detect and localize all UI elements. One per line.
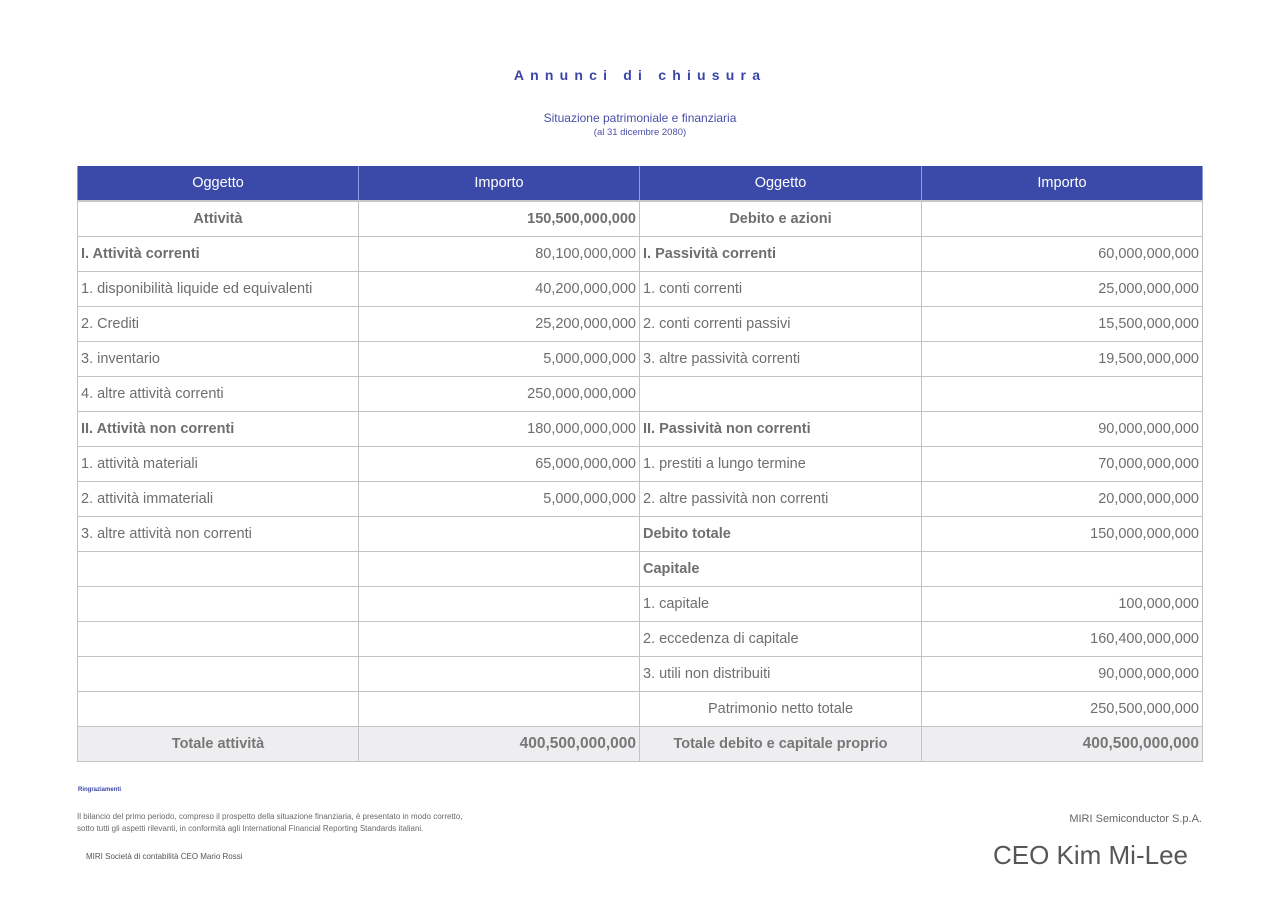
- totals-row: Totale attività 400,500,000,000 Totale d…: [77, 725, 1203, 762]
- table-row: Patrimonio netto totale 250,500,000,000: [77, 690, 1203, 727]
- row-label: 2. conti correnti passivi: [639, 305, 922, 342]
- total-liabilities-equity-label: Totale debito e capitale proprio: [639, 725, 922, 762]
- row-label: 4. altre attività correnti: [77, 375, 359, 412]
- row-label: 3. altre attività non correnti: [77, 515, 359, 552]
- row-amount: [358, 690, 640, 727]
- row-amount: [921, 375, 1203, 412]
- row-label: 2. attività immateriali: [77, 480, 359, 517]
- row-amount: 5,000,000,000: [358, 480, 640, 517]
- row-amount: [358, 515, 640, 552]
- assets-amount: 150,500,000,000: [358, 200, 640, 237]
- acknowledgements-line-2: sotto tutti gli aspetti rilevanti, in co…: [77, 823, 424, 833]
- table-row: 2. attività immateriali 5,000,000,000 2.…: [77, 480, 1203, 517]
- row-label: [77, 585, 359, 622]
- row-amount: [358, 585, 640, 622]
- column-header-item-left: Oggetto: [77, 166, 359, 202]
- row-label: 3. altre passività correnti: [639, 340, 922, 377]
- row-amount: 65,000,000,000: [358, 445, 640, 482]
- row-amount: 90,000,000,000: [921, 410, 1203, 447]
- document-title: Annunci di chiusura: [513, 67, 767, 83]
- row-label: [77, 620, 359, 657]
- row-amount: 250,000,000,000: [358, 375, 640, 412]
- row-label: 2. Crediti: [77, 305, 359, 342]
- row-label: 3. utili non distribuiti: [639, 655, 922, 692]
- row-label: 1. capitale: [639, 585, 922, 622]
- table-row: 3. inventario 5,000,000,000 3. altre pas…: [77, 340, 1203, 377]
- document-date: (al 31 dicembre 2080): [593, 127, 687, 138]
- table-row: 1. disponibilità liquide ed equivalenti …: [77, 270, 1203, 307]
- table-row: 3. altre attività non correnti Debito to…: [77, 515, 1203, 552]
- balance-sheet-table: Oggetto Importo Oggetto Importo Attività…: [77, 166, 1203, 762]
- column-header-amount-right: Importo: [921, 166, 1203, 202]
- row-label: I. Passività correnti: [639, 235, 922, 272]
- table-row: 1. capitale 100,000,000: [77, 585, 1203, 622]
- total-assets-amount: 400,500,000,000: [358, 725, 640, 762]
- column-header-item-right: Oggetto: [639, 166, 922, 202]
- row-amount: [358, 655, 640, 692]
- auditor-signature: MIRI Società di contabilità CEO Mario Ro…: [86, 852, 243, 861]
- row-amount: 100,000,000: [921, 585, 1203, 622]
- row-amount: 80,100,000,000: [358, 235, 640, 272]
- company-name: MIRI Semiconductor S.p.A.: [1069, 813, 1202, 825]
- table-row: 1. attività materiali 65,000,000,000 1. …: [77, 445, 1203, 482]
- row-label: [639, 375, 922, 412]
- section-heading-assets: Attività: [77, 200, 359, 237]
- row-label: I. Attività correnti: [77, 235, 359, 272]
- row-label: [77, 550, 359, 587]
- row-amount: [921, 550, 1203, 587]
- row-amount: 180,000,000,000: [358, 410, 640, 447]
- table-row: 3. utili non distribuiti 90,000,000,000: [77, 655, 1203, 692]
- row-label: 3. inventario: [77, 340, 359, 377]
- row-amount: 25,000,000,000: [921, 270, 1203, 307]
- row-amount: 40,200,000,000: [358, 270, 640, 307]
- table-row: Capitale: [77, 550, 1203, 587]
- acknowledgements-title: Ringraziamenti: [78, 787, 122, 793]
- section-heading-liabilities-equity: Debito e azioni: [639, 200, 922, 237]
- row-amount: 60,000,000,000: [921, 235, 1203, 272]
- row-label: [77, 690, 359, 727]
- table-row: 4. altre attività correnti 250,000,000,0…: [77, 375, 1203, 412]
- row-label: 1. conti correnti: [639, 270, 922, 307]
- row-label: Debito totale: [639, 515, 922, 552]
- row-amount: 160,400,000,000: [921, 620, 1203, 657]
- column-header-amount-left: Importo: [358, 166, 640, 202]
- row-label: 1. attività materiali: [77, 445, 359, 482]
- table-header-row: Oggetto Importo Oggetto Importo: [77, 166, 1203, 202]
- row-amount: 90,000,000,000: [921, 655, 1203, 692]
- total-liabilities-equity-amount: 400,500,000,000: [921, 725, 1203, 762]
- total-assets-label: Totale attività: [77, 725, 359, 762]
- table-row: 2. Crediti 25,200,000,000 2. conti corre…: [77, 305, 1203, 342]
- liabilities-equity-amount: [921, 200, 1203, 237]
- table-row: Attività 150,500,000,000 Debito e azioni: [77, 200, 1203, 237]
- acknowledgements-text: Il bilancio del primo periodo, compreso …: [77, 811, 497, 834]
- row-amount: [358, 550, 640, 587]
- total-equity-amount: 250,500,000,000: [921, 690, 1203, 727]
- row-label: II. Passività non correnti: [639, 410, 922, 447]
- table-row: 2. eccedenza di capitale 160,400,000,000: [77, 620, 1203, 657]
- row-amount: 150,000,000,000: [921, 515, 1203, 552]
- document-subtitle: Situazione patrimoniale e finanziaria: [543, 111, 737, 125]
- table-row: I. Attività correnti 80,100,000,000 I. P…: [77, 235, 1203, 272]
- section-heading-capital: Capitale: [639, 550, 922, 587]
- row-label: 1. prestiti a lungo termine: [639, 445, 922, 482]
- row-label: 2. eccedenza di capitale: [639, 620, 922, 657]
- row-amount: 15,500,000,000: [921, 305, 1203, 342]
- row-amount: 20,000,000,000: [921, 480, 1203, 517]
- table-row: II. Attività non correnti 180,000,000,00…: [77, 410, 1203, 447]
- row-label: 1. disponibilità liquide ed equivalenti: [77, 270, 359, 307]
- ceo-signature: CEO Kim Mi-Lee: [992, 840, 1188, 870]
- row-amount: 5,000,000,000: [358, 340, 640, 377]
- row-amount: [358, 620, 640, 657]
- row-amount: 19,500,000,000: [921, 340, 1203, 377]
- row-amount: 25,200,000,000: [358, 305, 640, 342]
- acknowledgements-line-1: Il bilancio del primo periodo, compreso …: [77, 812, 463, 821]
- total-equity-label: Patrimonio netto totale: [639, 690, 922, 727]
- row-label: [77, 655, 359, 692]
- row-amount: 70,000,000,000: [921, 445, 1203, 482]
- row-label: 2. altre passività non correnti: [639, 480, 922, 517]
- row-label: II. Attività non correnti: [77, 410, 359, 447]
